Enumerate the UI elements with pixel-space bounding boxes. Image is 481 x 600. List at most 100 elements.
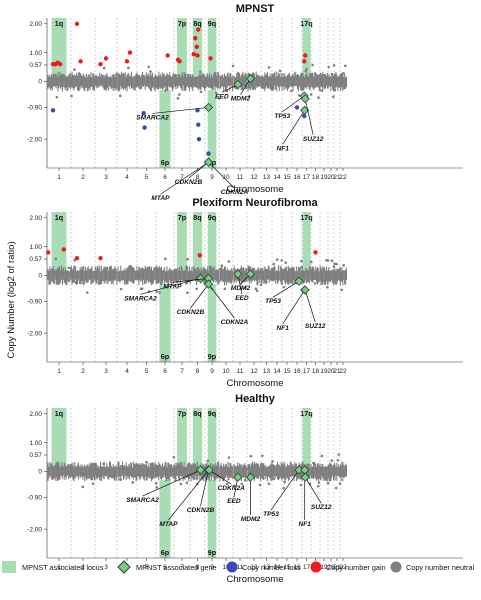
neutral-point xyxy=(100,461,102,478)
gene-callout-line xyxy=(272,280,300,298)
neutral-point xyxy=(295,271,297,283)
neutral-point xyxy=(105,75,107,92)
neutral-point xyxy=(119,466,121,477)
neutral-point xyxy=(271,73,273,91)
neutral-point xyxy=(187,463,189,478)
neutral-point xyxy=(118,461,120,481)
neutral-point xyxy=(53,465,55,479)
neutral-point xyxy=(300,270,302,285)
locus-band xyxy=(302,18,311,81)
neutral-point xyxy=(80,74,82,86)
y-tick-label: 1.00 xyxy=(29,244,42,251)
gene-marker xyxy=(233,472,243,482)
neutral-point xyxy=(126,74,128,92)
locus-label: 9p xyxy=(208,352,217,361)
gain-point xyxy=(313,250,318,255)
neutral-point xyxy=(101,75,103,87)
neutral-point xyxy=(339,275,343,279)
chart-panel: Plexiform Neurofibroma 1q 6p 7p 8q 9p 9q 17q 2.0… xyxy=(27,197,463,389)
neutral-point xyxy=(287,465,289,481)
neutral-point xyxy=(228,76,230,86)
neutral-point xyxy=(234,76,236,89)
gene-callout-line xyxy=(190,283,209,309)
neutral-point xyxy=(50,463,52,478)
neutral-point xyxy=(277,271,279,285)
neutral-point xyxy=(254,270,256,281)
neutral-point xyxy=(169,464,171,481)
x-tick-label: 2 xyxy=(81,174,85,181)
neutral-point xyxy=(326,481,330,485)
neutral-point xyxy=(339,76,341,88)
neutral-point xyxy=(189,464,191,477)
neutral-point xyxy=(188,266,190,281)
neutral-point xyxy=(99,72,101,87)
gain-point xyxy=(98,61,103,67)
x-tick-label: 1 xyxy=(57,174,61,181)
neutral-point xyxy=(320,89,324,92)
neutral-point xyxy=(136,266,138,281)
locus-label: 9q xyxy=(208,19,216,28)
neutral-point xyxy=(317,268,319,283)
neutral-point xyxy=(120,74,122,86)
neutral-point xyxy=(327,465,329,478)
neutral-point xyxy=(220,462,222,478)
locus-label: 1q xyxy=(55,409,63,418)
neutral-point xyxy=(244,462,246,477)
neutral-point xyxy=(128,265,130,281)
neutral-point xyxy=(103,461,105,480)
neutral-point xyxy=(247,85,250,89)
x-tick-label: 19 xyxy=(320,564,328,571)
neutral-point xyxy=(131,265,133,282)
neutral-point xyxy=(196,76,198,88)
neutral-point xyxy=(335,83,339,86)
neutral-point xyxy=(310,269,312,281)
neutral-point xyxy=(240,464,242,482)
neutral-point xyxy=(330,270,332,283)
neutral-point xyxy=(179,76,181,88)
neutral-point xyxy=(142,267,144,286)
neutral-point xyxy=(174,268,178,272)
neutral-point xyxy=(221,266,223,281)
neutral-point xyxy=(218,72,220,88)
neutral-point xyxy=(198,74,200,89)
gain-point xyxy=(98,255,103,261)
neutral-point xyxy=(147,266,149,282)
locus-label: 9q xyxy=(208,213,216,222)
neutral-point xyxy=(344,270,346,285)
legend-swatch-locus xyxy=(2,561,16,573)
y-tick-label: 0 xyxy=(38,79,42,86)
neutral-point xyxy=(70,72,72,90)
neutral-point xyxy=(332,265,336,268)
neutral-point xyxy=(257,75,259,87)
neutral-point xyxy=(333,262,336,266)
gene-label: CDKN2B xyxy=(187,507,215,514)
neutral-point xyxy=(342,472,346,475)
neutral-point xyxy=(158,291,161,294)
y-tick-label: 1.00 xyxy=(29,50,42,57)
neutral-point xyxy=(142,464,146,467)
neutral-point xyxy=(61,76,63,92)
neutral-point xyxy=(277,72,279,88)
neutral-point xyxy=(304,77,306,88)
neutral-point xyxy=(306,464,310,467)
x-tick-label: 10 xyxy=(222,174,230,181)
neutral-point xyxy=(339,74,341,91)
neutral-point xyxy=(127,66,130,70)
neutral-point xyxy=(174,269,176,281)
neutral-point xyxy=(83,265,85,286)
neutral-point xyxy=(326,259,330,262)
neutral-point xyxy=(48,466,50,479)
x-tick-label: 16 xyxy=(293,174,301,181)
locus-label: 7p xyxy=(178,409,187,418)
neutral-point xyxy=(136,463,138,480)
neutral-point xyxy=(266,268,268,283)
neutral-point xyxy=(184,72,186,90)
neutral-point xyxy=(224,266,226,282)
neutral-point xyxy=(109,461,111,478)
neutral-point xyxy=(177,77,179,89)
neutral-point xyxy=(177,267,179,284)
neutral-point xyxy=(287,74,289,89)
neutral-point xyxy=(261,76,263,89)
neutral-point xyxy=(300,87,303,91)
